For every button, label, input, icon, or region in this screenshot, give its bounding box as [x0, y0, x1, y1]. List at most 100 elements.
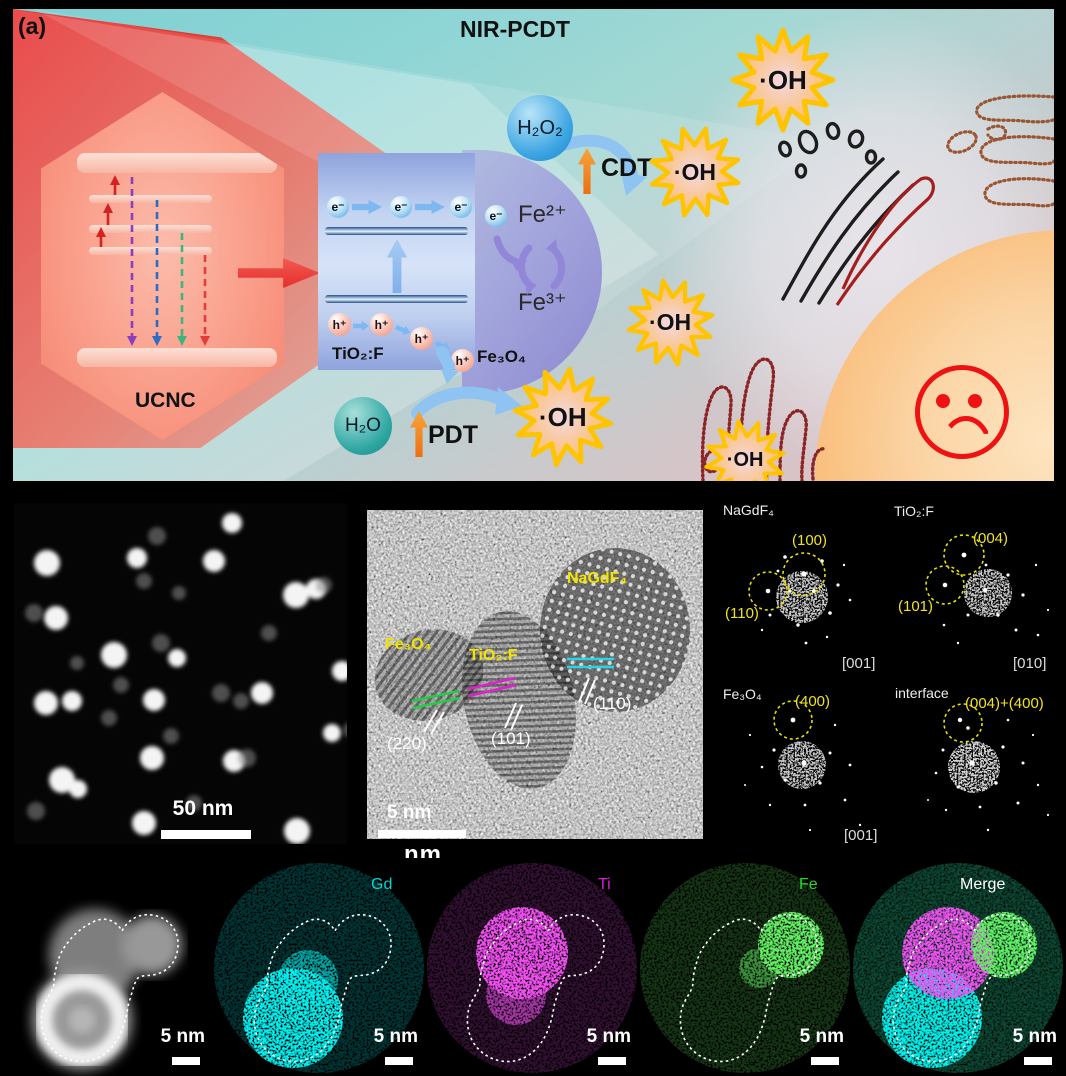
fft-fe3o4	[744, 700, 862, 832]
electron-icon: e⁻	[390, 196, 412, 218]
merge-map-graphic	[853, 863, 1063, 1073]
valence-band	[325, 295, 468, 303]
sad-face-mouth	[939, 416, 993, 452]
plane-tick-marks	[423, 677, 596, 735]
sad-face-icon	[915, 365, 1009, 459]
eds-ti-panel: Ti 5 nm	[426, 860, 639, 1076]
fft-patterns-graphic	[744, 534, 1050, 832]
scale-bar-label: 5 nm	[586, 1026, 631, 1047]
cdt-label: CDT	[601, 154, 653, 182]
h2o-molecule: H₂O	[334, 397, 392, 455]
bright-particles	[34, 513, 352, 844]
oh-label: ·OH	[726, 448, 764, 471]
hole-icon: h⁺	[370, 313, 393, 336]
scale-bar-label: 50 nm	[172, 797, 234, 820]
fft-name-fe3o4: Fe₃O₄	[723, 686, 762, 702]
scale-bar-label: 5 nm	[799, 1026, 844, 1047]
fe3o4-label: Fe₃O₄	[477, 347, 527, 366]
hole-icon: h⁺	[451, 349, 474, 372]
fe-label: Fe	[799, 876, 818, 893]
energy-level-2	[89, 225, 212, 233]
h2o-label: H₂O	[345, 415, 381, 436]
hole-icon: h⁺	[410, 327, 433, 350]
fft-spot-110: (110)	[725, 605, 759, 622]
energy-level-top	[77, 153, 277, 173]
conduction-band	[325, 227, 468, 235]
fe3-label: Fe³⁺	[518, 289, 567, 316]
plane-220-label: (220)	[387, 734, 427, 753]
scale-bar	[598, 1057, 626, 1065]
nanoparticle-field	[25, 513, 359, 844]
er-membrane-red	[835, 176, 935, 306]
fft-grid: NaGdF₄ (100) (110) [001] TiO₂:F (004) (1…	[703, 489, 1066, 865]
organelles-graphic	[700, 94, 1054, 481]
h2o2-label: H₂O₂	[517, 116, 563, 139]
scale-bar-label: 5 nm	[387, 802, 432, 823]
tio2f-label: TiO₂:F	[332, 344, 384, 363]
oh-radical-burst: ·OH	[727, 24, 839, 136]
gd-label: Gd	[371, 876, 393, 893]
pdt-label: PDT	[428, 421, 478, 449]
electron-icon: e⁻	[327, 196, 349, 218]
oh-radical-burst: ·OH	[615, 267, 725, 377]
fft-zone-nagdf4: [001]	[842, 655, 876, 672]
eds-merge-panel: Merge 5 nm	[852, 860, 1065, 1076]
lattice-plane-markers	[411, 657, 614, 710]
hrtem-image: Fe₃O₄ TiO₂:F NaGdF₄ (220) (101) (110) 5 …	[367, 510, 703, 839]
hrtem-graphic	[367, 510, 703, 839]
scale-bar	[378, 830, 466, 838]
excitation-arrows	[96, 175, 120, 247]
scale-bar	[811, 1057, 839, 1065]
nagdf4-region-label: NaGdF₄	[567, 570, 628, 587]
gd-map-graphic	[214, 863, 424, 1073]
fft-spot-004: (004)	[973, 530, 1009, 547]
emission-arrows	[130, 177, 207, 337]
oh-label: ·OH	[649, 309, 692, 336]
sad-face-right-eye	[968, 394, 982, 408]
electron-icon: e⁻	[485, 205, 507, 227]
hole-drop-arrowhead	[441, 369, 459, 384]
fft-name-nagdf4: NaGdF₄	[723, 502, 774, 518]
fft-spot-100: (100)	[792, 532, 828, 549]
eds-mapping-row: 5 nm Gd 5 nm Ti 5 nm	[0, 860, 1066, 1076]
scale-bar-label: 5 nm	[160, 1026, 205, 1047]
fft-spot-004-400: (004)+(400)	[965, 695, 1044, 712]
endoplasmic-reticulum-top	[946, 94, 1054, 208]
scale-bar	[172, 1057, 200, 1065]
fft-interface	[927, 703, 1050, 832]
schematic-panel-a: UCNC e⁻ e⁻ e⁻ h⁺ h⁺ h⁺ h⁺ TiO₂:F Fe₃O₄ e…	[13, 9, 1054, 481]
plane-110-label: (110)	[593, 694, 632, 713]
oh-label: ·OH	[539, 401, 587, 432]
ucnc-hexagon: UCNC	[41, 92, 284, 440]
ti-map-graphic	[427, 863, 637, 1073]
fft-spot-101: (101)	[898, 598, 934, 615]
oh-radical-burst: ·OH	[502, 356, 624, 478]
haadf-particle-graphic	[32, 909, 182, 1070]
scale-bar	[385, 1057, 413, 1065]
ucnc-label: UCNC	[135, 389, 196, 412]
cdt-arrowhead	[621, 171, 647, 196]
fe2-label: Fe²⁺	[518, 201, 567, 228]
energy-level-3	[89, 247, 212, 255]
hole-flow-arrow	[353, 321, 369, 331]
ti-label: Ti	[598, 876, 611, 893]
panel-title: NIR-PCDT	[460, 16, 570, 42]
energy-transitions-graphic	[96, 175, 210, 346]
fft-tio2f	[925, 534, 1050, 645]
fft-name-interface: interface	[895, 685, 949, 701]
scale-bar-label: 5 nm	[1012, 1026, 1057, 1047]
eds-gd-panel: Gd 5 nm	[213, 860, 426, 1076]
cycle-arrows-graphic	[411, 134, 647, 419]
oh-label: ·OH	[759, 64, 807, 95]
fft-zone-tio2f: [010]	[1013, 655, 1047, 672]
energy-level-1	[89, 195, 212, 203]
fft-zone-fe3o4: [001]	[844, 827, 878, 844]
h2o2-molecule: H₂O₂	[507, 95, 573, 161]
scale-bar	[161, 830, 251, 839]
plane-101-label: (101)	[491, 729, 531, 748]
panel-label: (a)	[18, 13, 47, 39]
scale-bar-label: 5 nm	[373, 1026, 418, 1047]
tio2f-region-label: TiO₂:F	[469, 647, 518, 664]
merge-label: Merge	[960, 876, 1006, 893]
